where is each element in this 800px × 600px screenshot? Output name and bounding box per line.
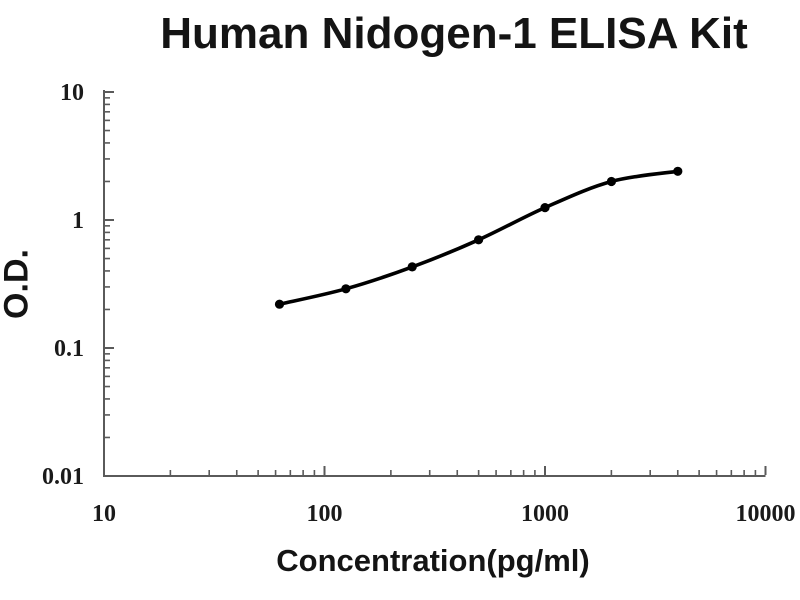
x-tick-label: 100 <box>307 501 343 527</box>
data-point-marker <box>341 284 351 294</box>
x-tick-label: 10 <box>92 501 116 527</box>
y-tick-label: 0.1 <box>54 336 84 362</box>
data-point-marker <box>606 176 617 187</box>
data-point-marker <box>673 166 683 176</box>
x-tick-label: 1000 <box>521 501 569 527</box>
x-axis-label: Concentration(pg/ml) <box>276 543 590 578</box>
y-tick-label: 0.01 <box>42 464 84 490</box>
data-point-marker <box>274 299 285 309</box>
y-tick-label: 10 <box>60 80 84 106</box>
y-tick-label: 1 <box>72 208 84 234</box>
data-point-marker <box>474 235 484 245</box>
data-point-marker <box>540 203 550 213</box>
data-point-marker <box>407 262 417 272</box>
chart-title: Human Nidogen-1 ELISA Kit <box>160 9 748 58</box>
x-tick-label: 10000 <box>736 501 796 527</box>
